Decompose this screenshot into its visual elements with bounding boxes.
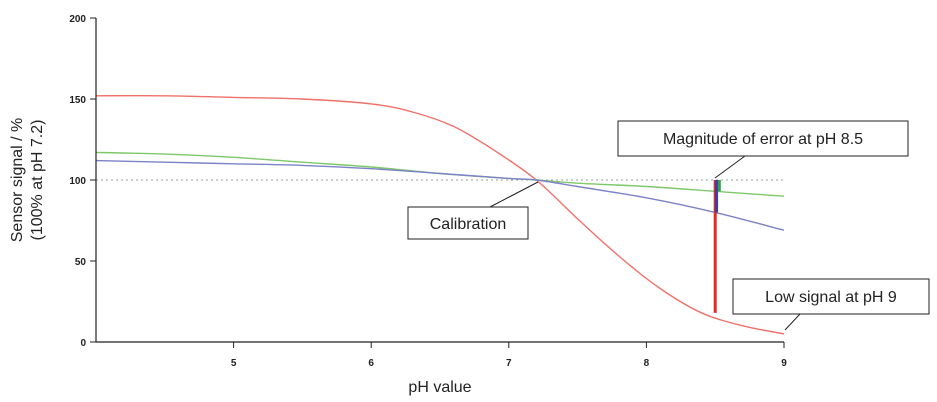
magnitude-callout-text: Magnitude of error at pH 8.5 <box>663 131 863 148</box>
y-tick-label: 0 <box>80 338 86 349</box>
magnitude-callout-box <box>617 120 909 157</box>
low-signal-leader <box>784 313 801 331</box>
series-layer <box>95 94 785 335</box>
magnitude-leader <box>714 155 746 179</box>
low-signal-callout-box <box>732 278 930 315</box>
low-signal-callout-text: Low signal at pH 9 <box>765 289 897 306</box>
tick-layer: 0 50 100 150 200 5 6 7 8 9 <box>69 14 787 369</box>
y-tick-label: 200 <box>69 14 86 25</box>
x-axis-title: pH value <box>408 379 471 396</box>
x-tick-label: 7 <box>506 358 512 369</box>
series-line-1 <box>95 151 785 197</box>
y-axis-title-line2: (100% at pH 7.2) <box>29 120 46 241</box>
series-line-0 <box>95 94 785 335</box>
y-axis-title-line1: Sensor signal / % <box>9 118 26 243</box>
series-line-2 <box>95 159 785 231</box>
x-tick-label: 5 <box>231 358 237 369</box>
calibration-leader <box>489 181 539 208</box>
y-tick-label: 50 <box>75 257 87 268</box>
calibration-callout-box <box>407 206 529 240</box>
error-bar-layer <box>713 180 721 313</box>
x-tick-label: 8 <box>644 358 650 369</box>
x-tick-label: 6 <box>368 358 374 369</box>
x-tick-label: 9 <box>781 358 787 369</box>
calibration-callout-text: Calibration <box>430 216 506 233</box>
y-tick-label: 100 <box>69 176 86 187</box>
y-tick-label: 150 <box>69 95 86 106</box>
axis-layer <box>95 18 784 343</box>
